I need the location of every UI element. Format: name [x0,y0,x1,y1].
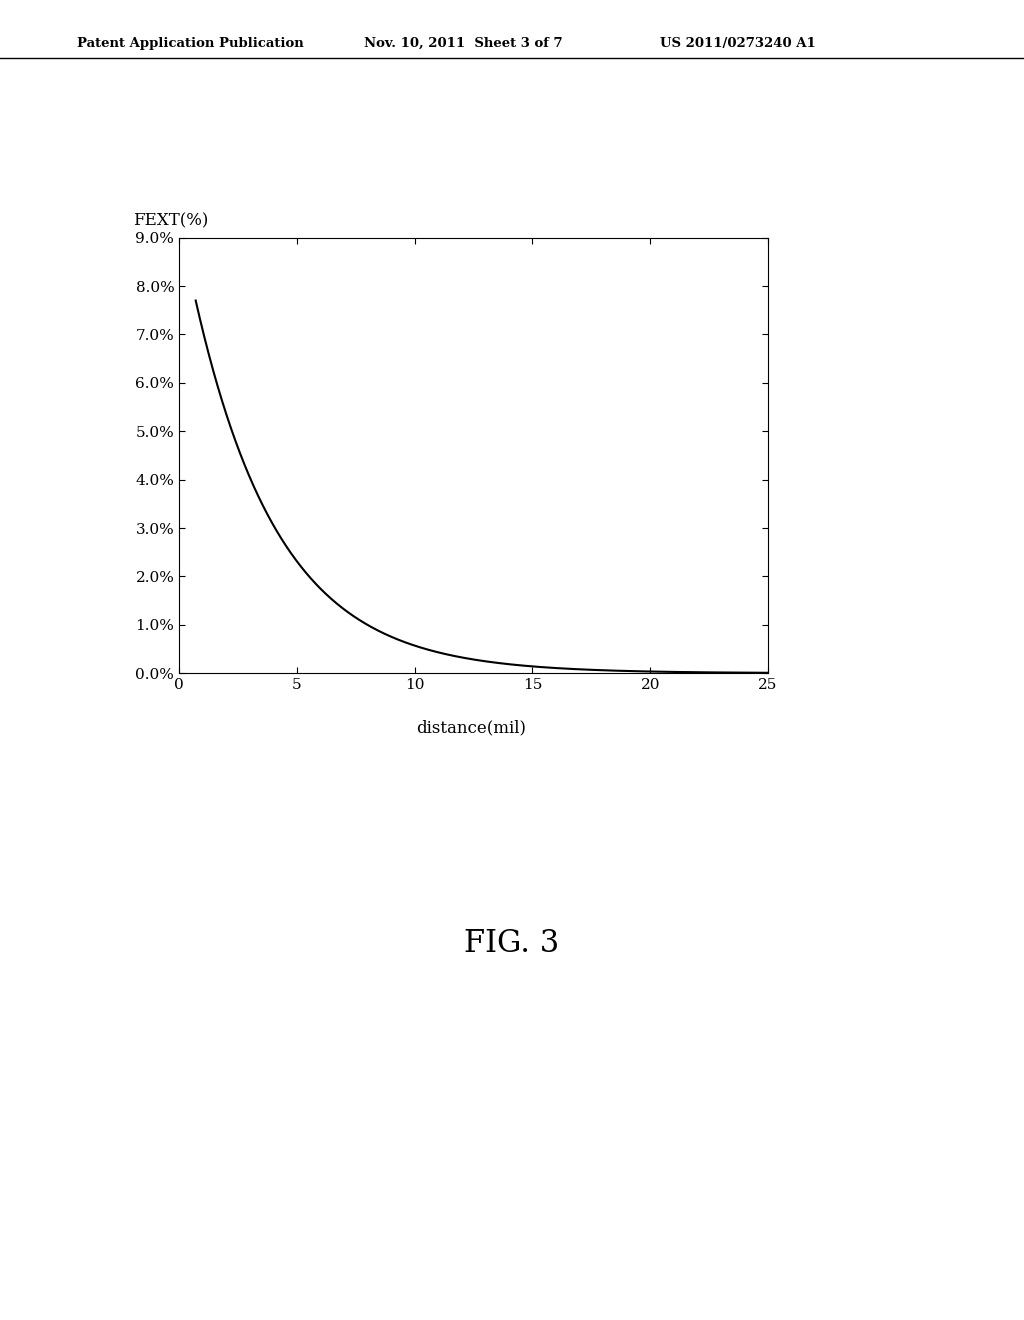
Text: FEXT(%): FEXT(%) [133,213,209,230]
Text: Nov. 10, 2011  Sheet 3 of 7: Nov. 10, 2011 Sheet 3 of 7 [364,37,562,50]
Text: Patent Application Publication: Patent Application Publication [77,37,303,50]
Text: US 2011/0273240 A1: US 2011/0273240 A1 [660,37,816,50]
Text: FIG. 3: FIG. 3 [464,928,560,960]
Text: distance(mil): distance(mil) [416,719,526,737]
